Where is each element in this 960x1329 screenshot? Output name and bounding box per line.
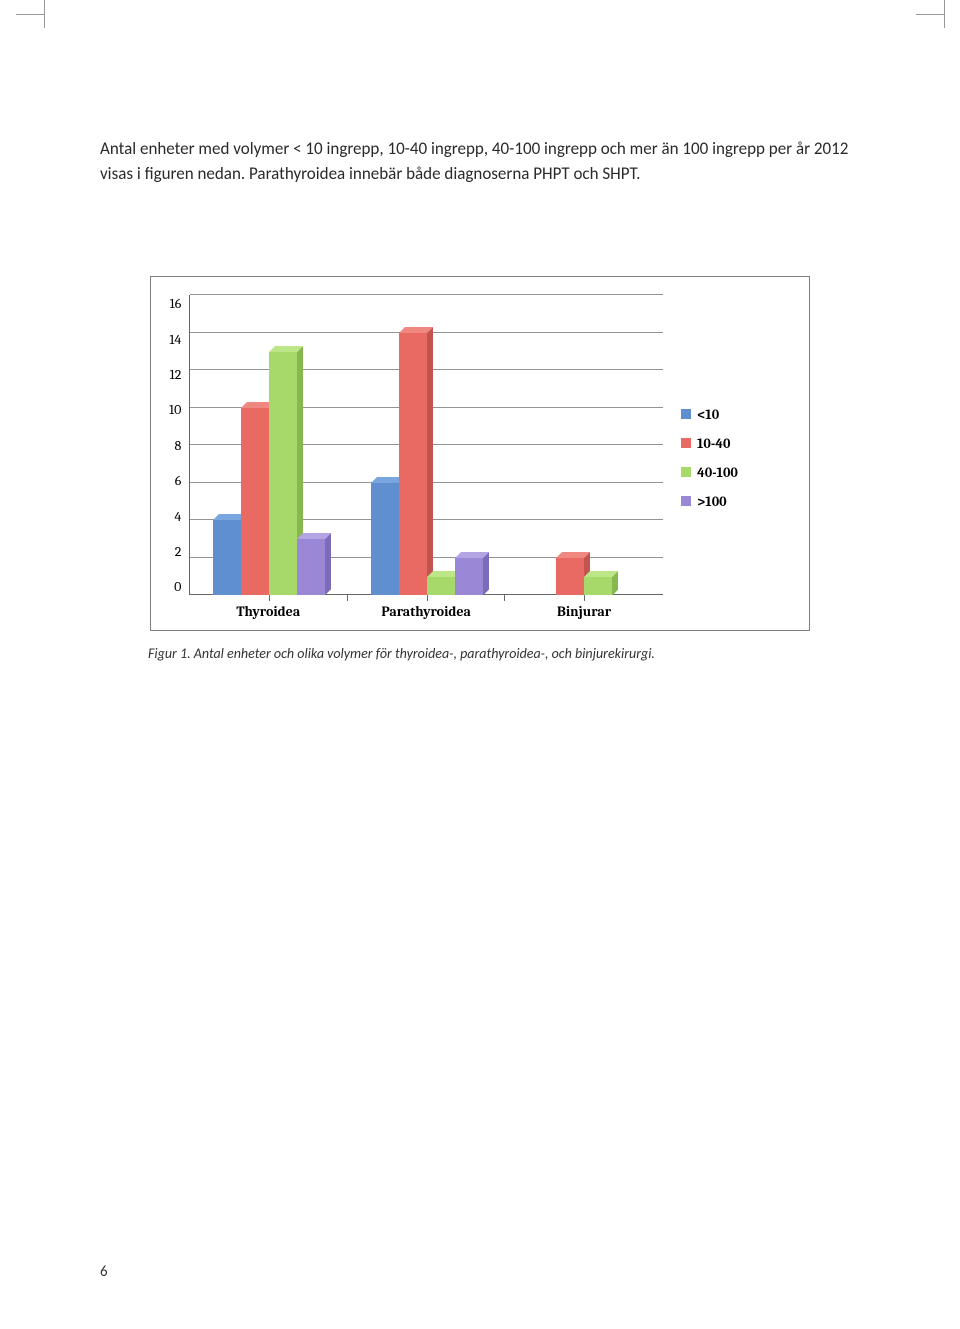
legend-swatch — [681, 496, 691, 506]
chart-legend: <10 10-40 40-100 >100 — [663, 295, 791, 620]
x-axis-labels: ThyroideaParathyroideaBinjurar — [189, 603, 663, 620]
y-tick-label: 16 — [170, 295, 182, 312]
y-tick-label: 6 — [175, 472, 182, 489]
legend-swatch — [681, 438, 691, 448]
bar-chart: 16 14 12 10 8 6 4 2 0 ThyroideaParathyroideaBinj… — [150, 276, 810, 631]
bar-10_40 — [241, 408, 269, 596]
legend-label: 40-100 — [697, 464, 738, 481]
bar-10_40 — [399, 333, 427, 596]
figure-caption: Figur 1. Antal enheter och olika volymer… — [100, 645, 860, 662]
legend-label: 10-40 — [697, 435, 730, 452]
page-number: 6 — [100, 1263, 108, 1281]
x-axis-label: Thyroidea — [189, 603, 347, 620]
y-tick-label: 2 — [175, 543, 182, 560]
bar-gt100 — [455, 558, 483, 596]
page-content: Antal enheter med volymer < 10 ingrepp, … — [0, 0, 960, 722]
y-tick-label: 0 — [174, 578, 181, 595]
legend-swatch — [681, 467, 691, 477]
legend-item: <10 — [681, 406, 791, 423]
bar-gt100 — [297, 539, 325, 595]
legend-label: >100 — [697, 493, 727, 510]
bar-group — [505, 295, 663, 595]
x-axis-label: Binjurar — [505, 603, 663, 620]
bar-40_100 — [427, 577, 455, 596]
bar-lt10 — [213, 520, 241, 595]
bar-40_100 — [584, 577, 612, 596]
legend-item: 10-40 — [681, 435, 791, 452]
legend-label: <10 — [697, 406, 719, 423]
y-tick-label: 8 — [175, 437, 182, 454]
bar-40_100 — [269, 352, 297, 596]
legend-item: 40-100 — [681, 464, 791, 481]
x-axis-label: Parathyroidea — [347, 603, 505, 620]
plot-area — [189, 295, 663, 595]
y-tick-label: 14 — [169, 331, 181, 348]
y-tick-label: 4 — [174, 508, 181, 525]
bar-group — [190, 295, 348, 595]
legend-swatch — [681, 409, 691, 419]
bar-lt10 — [371, 483, 399, 596]
y-tick-label: 12 — [170, 366, 182, 383]
y-tick-label: 10 — [169, 401, 181, 418]
bar-group — [348, 295, 506, 595]
body-paragraph: Antal enheter med volymer < 10 ingrepp, … — [100, 137, 860, 186]
bar-10_40 — [556, 558, 584, 596]
legend-item: >100 — [681, 493, 791, 510]
y-axis-labels: 16 14 12 10 8 6 4 2 0 — [169, 295, 189, 595]
